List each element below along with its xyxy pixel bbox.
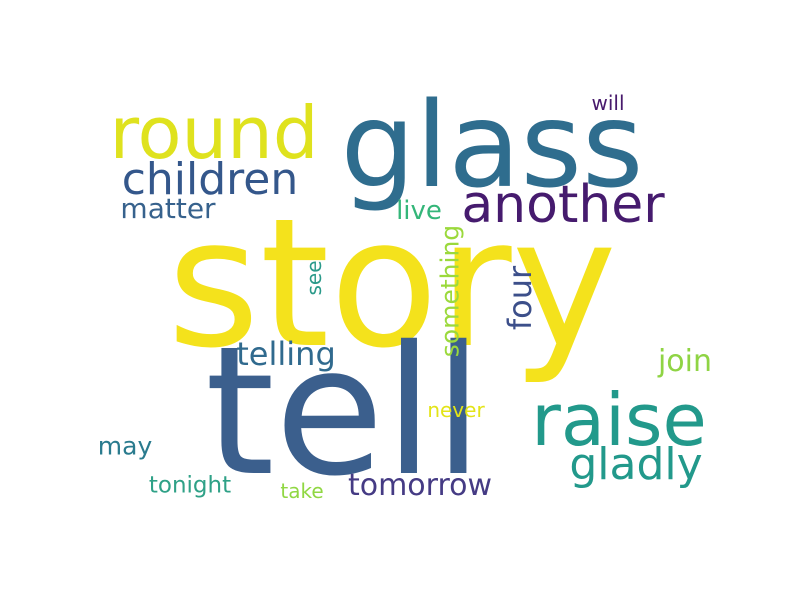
word-something: something <box>435 224 465 358</box>
word-will: will <box>591 91 625 115</box>
word-join: join <box>657 344 713 379</box>
word-another: another <box>461 175 665 235</box>
word-tomorrow: tomorrow <box>347 468 493 503</box>
word-tell: tell <box>204 308 484 515</box>
word-gladly: gladly <box>569 439 703 490</box>
word-raise: raise <box>531 378 707 462</box>
word-round: round <box>109 91 319 175</box>
word-tonight: tonight <box>148 472 232 499</box>
word-may: may <box>97 431 153 461</box>
word-see: see <box>302 260 326 296</box>
word-take: take <box>280 479 324 503</box>
word-telling: telling <box>236 335 336 373</box>
word-glass: glass <box>340 76 644 214</box>
word-never: never <box>427 398 485 422</box>
word-matter: matter <box>120 192 216 225</box>
word-story: story <box>167 180 617 387</box>
word-live: live <box>396 196 442 226</box>
word-four: four <box>501 265 539 331</box>
word-children: children <box>121 154 299 205</box>
